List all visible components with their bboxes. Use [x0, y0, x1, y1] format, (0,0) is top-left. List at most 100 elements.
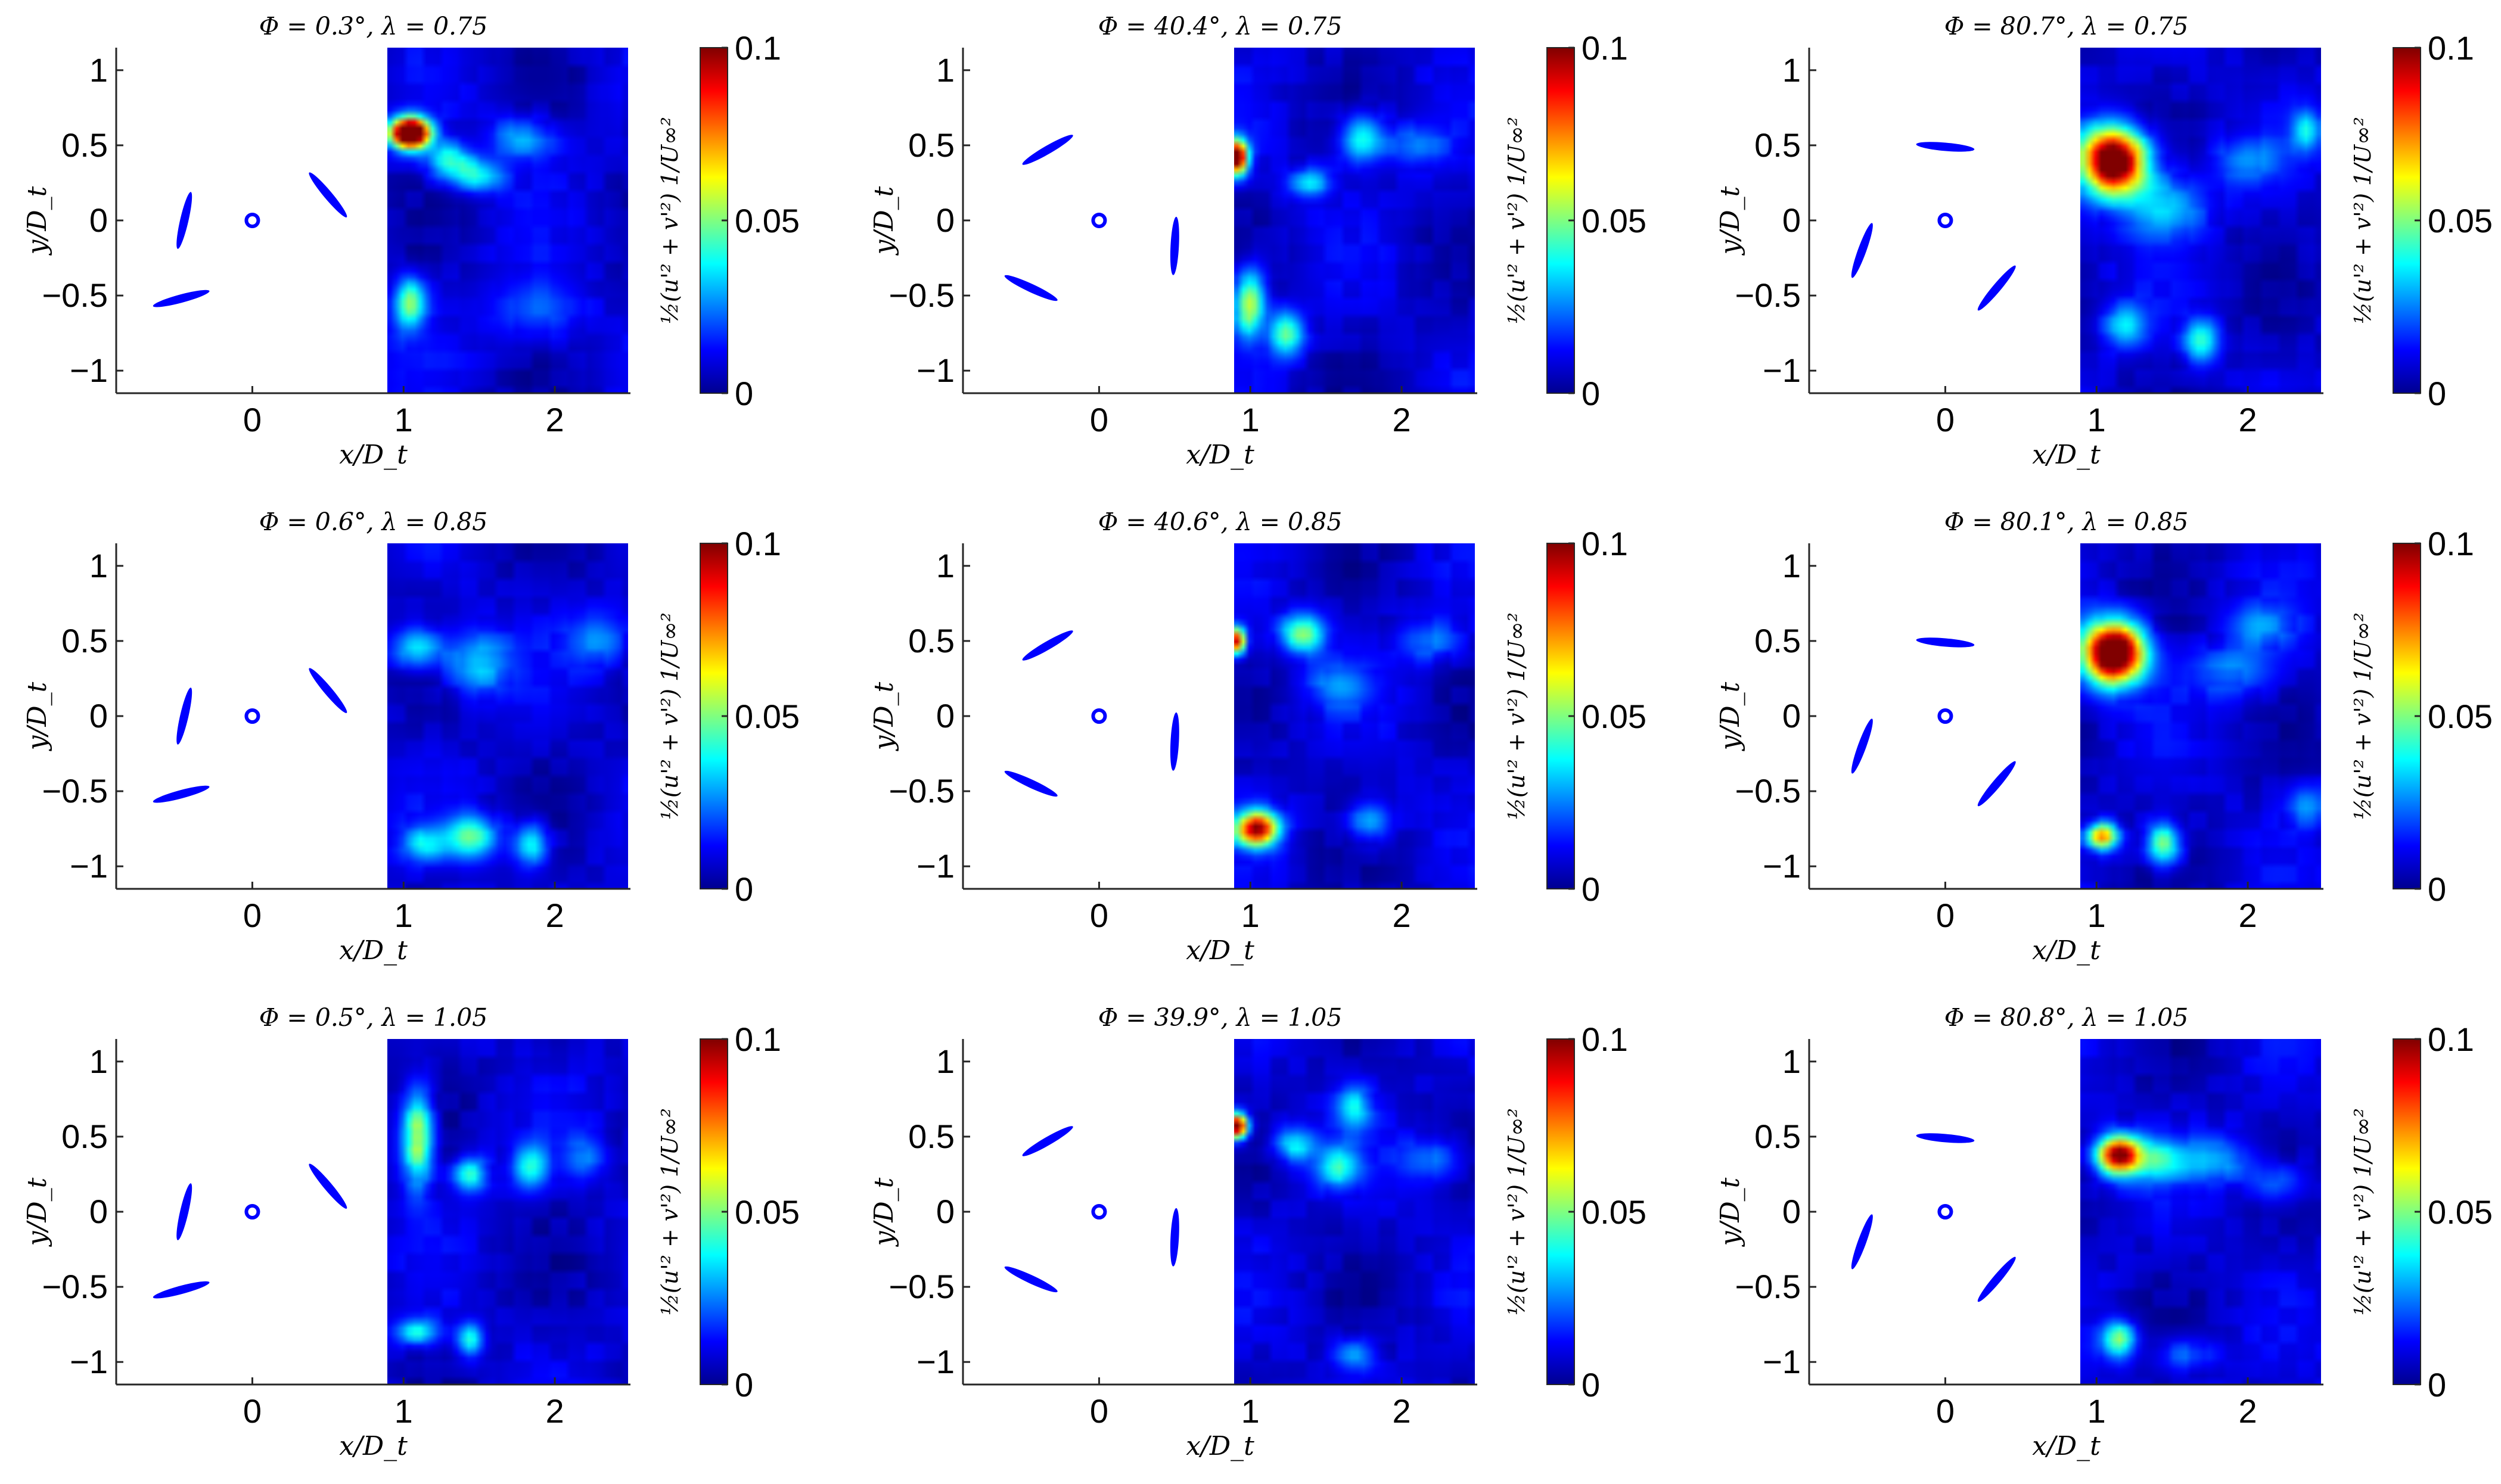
y-tick-label: −0.5	[888, 1268, 955, 1305]
colorbar-tick-label: 0.1	[735, 29, 781, 67]
x-tick-label: 0	[243, 401, 262, 438]
y-tick-label: −0.5	[888, 772, 955, 810]
colorbar-label: ½(u'² + v'²) 1/U∞²	[657, 117, 683, 324]
x-axis-label: x/D_t	[339, 440, 408, 470]
panel-5: Φ = 40.6°, λ = 0.850 1 2−1−0.500.51x/D_ty/…	[869, 508, 1646, 966]
y-tick-label: 1	[936, 51, 955, 89]
x-axis-label: x/D_t	[2032, 440, 2101, 470]
x-axis-label: x/D_t	[1186, 440, 1254, 470]
y-axis-label: y/D_t	[1715, 1177, 1745, 1247]
colorbar-tick-label: 0.05	[2428, 698, 2493, 735]
panel-9: Φ = 80.8°, λ = 1.050 1 2−1−0.500.51x/D_ty/…	[1715, 1003, 2493, 1461]
colorbar-tick-label: 0.05	[735, 202, 800, 239]
colorbar-tick-label: 0	[2428, 1366, 2446, 1404]
y-tick-label: 0	[1782, 697, 1801, 735]
turbine-blade-3	[153, 290, 210, 307]
turbine-blade-1	[1170, 712, 1179, 771]
colorbar-tick-label: 0.05	[2428, 202, 2493, 239]
y-tick-label: −1	[916, 1343, 955, 1380]
x-axis-label: x/D_t	[2032, 1431, 2101, 1461]
colorbar-tick-label: 0.05	[1582, 202, 1646, 239]
colorbar-tick-label: 0.05	[1582, 698, 1646, 735]
colorbar-tick-label: 0	[735, 1366, 753, 1404]
panel-title: Φ = 39.9°, λ = 1.05	[1098, 1003, 1343, 1032]
y-tick-label: 0.5	[1754, 126, 1801, 164]
y-axis-label: y/D_t	[1715, 186, 1745, 256]
panel-6: Φ = 80.1°, λ = 0.850 1 2−1−0.500.51x/D_ty/…	[1715, 508, 2493, 966]
y-tick-label: 0.5	[61, 622, 108, 659]
x-tick-label: 2	[2239, 401, 2257, 438]
x-tick-label: 0	[1090, 897, 1108, 934]
colorbar-tick-label: 0.05	[1582, 1193, 1646, 1231]
x-tick-label: 2	[1393, 897, 1411, 934]
turbine-blade-1	[309, 172, 347, 217]
x-tick-label: 1	[2087, 1392, 2106, 1430]
field-heatmap	[1234, 1039, 1475, 1385]
colorbar-tick-label: 0	[1582, 870, 1600, 908]
x-tick-label: 1	[2087, 401, 2106, 438]
colorbar-tick-label: 0	[2428, 870, 2446, 908]
turbine-blade-2	[1851, 718, 1873, 774]
y-tick-label: −1	[1763, 1343, 1801, 1380]
y-tick-label: 1	[1782, 51, 1801, 89]
x-tick-label: 0	[1936, 401, 1955, 438]
turbine-hub	[244, 213, 260, 228]
y-tick-label: −0.5	[888, 276, 955, 314]
x-tick-label: 2	[546, 401, 564, 438]
x-axis-label: x/D_t	[1186, 935, 1254, 966]
colorbar-tick-label: 0.05	[735, 1193, 800, 1231]
turbine-blade-3	[1004, 1266, 1058, 1293]
field-heatmap	[387, 48, 628, 393]
y-axis-label: y/D_t	[869, 186, 899, 256]
turbine-blade-3	[1977, 1256, 2016, 1302]
turbine-hub	[244, 1204, 260, 1219]
y-tick-label: 0.5	[908, 1118, 955, 1155]
x-tick-label: 2	[2239, 897, 2257, 934]
turbine-blade-2	[1022, 135, 1073, 165]
x-tick-label: 1	[2087, 897, 2106, 934]
turbine-blade-1	[309, 668, 347, 713]
turbine-blade-3	[1977, 761, 2016, 807]
y-tick-label: 0.5	[61, 126, 108, 164]
turbine-hub	[1091, 1204, 1107, 1219]
turbine-hub	[244, 708, 260, 724]
panel-4: Φ = 0.6°, λ = 0.850 1 2−1−0.500.51x/D_ty/D…	[22, 508, 800, 966]
x-tick-label: 0	[243, 897, 262, 934]
colorbar-label: ½(u'² + v'²) 1/U∞²	[657, 612, 683, 820]
y-tick-label: 0	[89, 201, 108, 239]
y-tick-label: 1	[936, 1043, 955, 1080]
x-tick-label: 2	[1393, 401, 1411, 438]
turbine-blade-1	[1170, 216, 1179, 275]
y-tick-label: 0.5	[908, 622, 955, 659]
panel-7: Φ = 0.5°, λ = 1.050 1 2−1−0.500.51x/D_ty/D…	[22, 1003, 800, 1461]
y-axis-label: y/D_t	[22, 1177, 52, 1247]
turbine-blade-3	[153, 1281, 210, 1299]
y-tick-label: 0	[936, 201, 955, 239]
field-heatmap	[2080, 543, 2321, 889]
panel-title: Φ = 80.1°, λ = 0.85	[1944, 508, 2189, 536]
y-tick-label: −0.5	[42, 1268, 108, 1305]
x-tick-label: 2	[1393, 1392, 1411, 1430]
field-heatmap	[2080, 48, 2321, 393]
x-tick-label: 1	[394, 897, 413, 934]
colorbar-tick-label: 0.1	[735, 1021, 781, 1058]
panel-title: Φ = 40.4°, λ = 0.75	[1098, 12, 1343, 41]
y-tick-label: 0	[89, 697, 108, 735]
y-tick-label: −1	[1763, 351, 1801, 389]
y-tick-label: 0	[1782, 1193, 1801, 1230]
y-axis-label: y/D_t	[1715, 682, 1745, 751]
y-tick-label: 0.5	[1754, 622, 1801, 659]
x-tick-label: 2	[546, 897, 564, 934]
turbine-blade-3	[1004, 275, 1058, 301]
colorbar-label: ½(u'² + v'²) 1/U∞²	[2350, 117, 2376, 324]
colorbar-tick-label: 0.05	[735, 698, 800, 735]
x-tick-label: 1	[394, 401, 413, 438]
colorbar-tick-label: 0.1	[1582, 1021, 1628, 1058]
y-tick-label: 1	[89, 1043, 108, 1080]
turbine-blade-2	[1022, 1126, 1073, 1156]
y-tick-label: −0.5	[1735, 772, 1801, 810]
x-axis-label: x/D_t	[339, 935, 408, 966]
y-axis-label: y/D_t	[22, 186, 52, 256]
panel-title: Φ = 0.6°, λ = 0.85	[259, 508, 488, 536]
